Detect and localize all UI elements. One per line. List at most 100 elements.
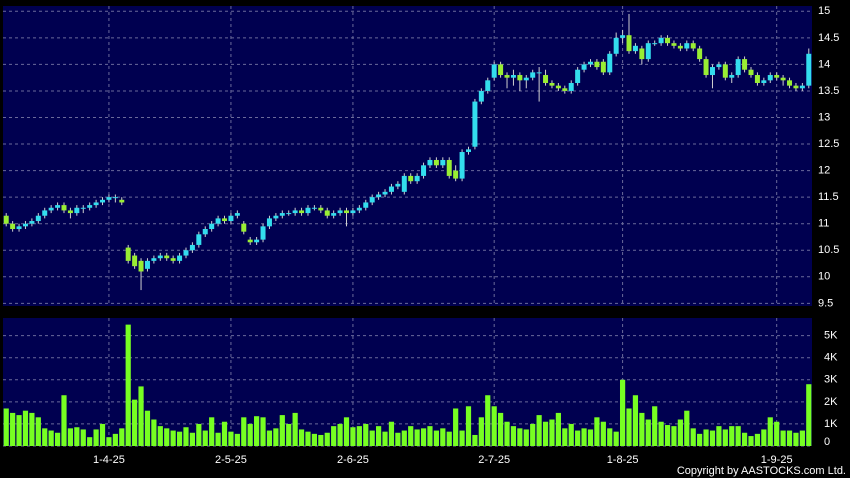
candle-body	[234, 213, 240, 216]
volume-bar	[465, 406, 472, 446]
volume-bar	[157, 426, 163, 446]
candle-body	[324, 210, 330, 216]
candle-body	[42, 210, 48, 216]
volume-bar	[74, 427, 80, 446]
candle-body	[684, 43, 690, 49]
candle-body	[260, 226, 266, 240]
candle-body	[222, 218, 228, 222]
candle-body	[61, 205, 67, 211]
y2-tick-label: 3K	[824, 374, 838, 386]
candle-body	[125, 247, 131, 261]
candle-body	[401, 175, 407, 192]
candle-body	[703, 59, 709, 76]
y-tick-label: 13	[818, 111, 830, 123]
candle-body	[697, 48, 703, 60]
candle-body	[799, 85, 805, 89]
volume-bar	[228, 431, 234, 446]
candle-body	[754, 75, 760, 83]
volume-bar	[697, 433, 703, 446]
volume-bar	[619, 379, 626, 446]
volume-bar	[215, 432, 221, 446]
volume-bar	[292, 412, 298, 446]
volume-bar	[176, 431, 183, 446]
volume-bar	[575, 430, 581, 446]
candle-body	[164, 255, 170, 259]
candle-body	[658, 37, 664, 44]
volume-bar	[196, 423, 202, 446]
candle-body	[780, 77, 786, 81]
candle-body	[144, 260, 150, 269]
volume-bar	[42, 428, 48, 446]
x-tick-label: 2-5-25	[215, 454, 247, 466]
volume-bar	[587, 429, 594, 446]
volume-bar	[658, 421, 664, 446]
volume-bar	[67, 428, 74, 446]
candle-body	[523, 77, 529, 81]
volume-bar	[241, 417, 247, 446]
volume-bar	[806, 384, 812, 446]
volume-bar	[613, 431, 619, 446]
volume-bar	[106, 437, 112, 446]
y-tick-label: 11.5	[818, 191, 839, 203]
volume-bar	[748, 436, 754, 446]
candle-body	[709, 67, 715, 76]
volume-bar	[504, 421, 510, 446]
candle-body	[318, 207, 324, 211]
candle-body	[620, 35, 626, 38]
candle-body	[478, 90, 484, 102]
volume-bar	[472, 434, 478, 446]
volume-bar	[754, 433, 761, 446]
candle-body	[536, 72, 542, 74]
candle-body	[170, 258, 176, 261]
volume-bar	[382, 431, 388, 446]
volume-bar	[311, 433, 318, 446]
candle-body	[228, 215, 234, 222]
volume-bar	[247, 423, 253, 446]
volume-bar	[549, 419, 555, 446]
volume-bar	[369, 430, 375, 446]
volume-bar	[266, 430, 273, 446]
volume-bar	[600, 421, 606, 446]
candle-body	[716, 64, 722, 68]
candle-body	[87, 205, 93, 208]
candle-body	[485, 80, 491, 91]
volume-bar	[497, 412, 504, 446]
volume-bar	[542, 421, 549, 446]
candle-body	[472, 101, 478, 147]
candle-body	[549, 82, 555, 86]
candle-body	[241, 223, 247, 232]
candle-body	[806, 53, 812, 86]
volume-bar	[536, 415, 542, 446]
candle-body	[465, 149, 471, 153]
volume-bar	[703, 429, 709, 446]
volume-bar	[517, 428, 523, 446]
candle-body	[581, 64, 587, 70]
volume-bar	[440, 428, 446, 446]
candle-body	[665, 37, 671, 44]
candle-body	[202, 229, 208, 235]
volume-bar	[10, 412, 16, 446]
volume-bar	[138, 386, 144, 446]
candle-body	[446, 159, 452, 176]
volume-bar	[87, 437, 93, 446]
volume-bar	[716, 426, 722, 446]
candle-body	[587, 61, 593, 65]
candle-body	[575, 69, 581, 83]
volume-bar	[523, 429, 529, 446]
candle-body	[196, 234, 202, 245]
candle-body	[613, 37, 619, 54]
candle-body	[132, 255, 138, 267]
candle-body	[677, 45, 683, 49]
candle-body	[100, 199, 106, 203]
volume-panel	[3, 318, 812, 446]
volume-bar	[324, 432, 330, 446]
volume-bar	[29, 412, 35, 446]
candle-body	[363, 202, 369, 208]
volume-bar	[684, 410, 690, 446]
volume-bar	[677, 419, 683, 446]
candle-body	[344, 210, 350, 214]
candle-body	[742, 59, 748, 70]
candle-body	[16, 226, 22, 230]
candle-body	[562, 88, 568, 91]
candle-body	[106, 197, 112, 200]
